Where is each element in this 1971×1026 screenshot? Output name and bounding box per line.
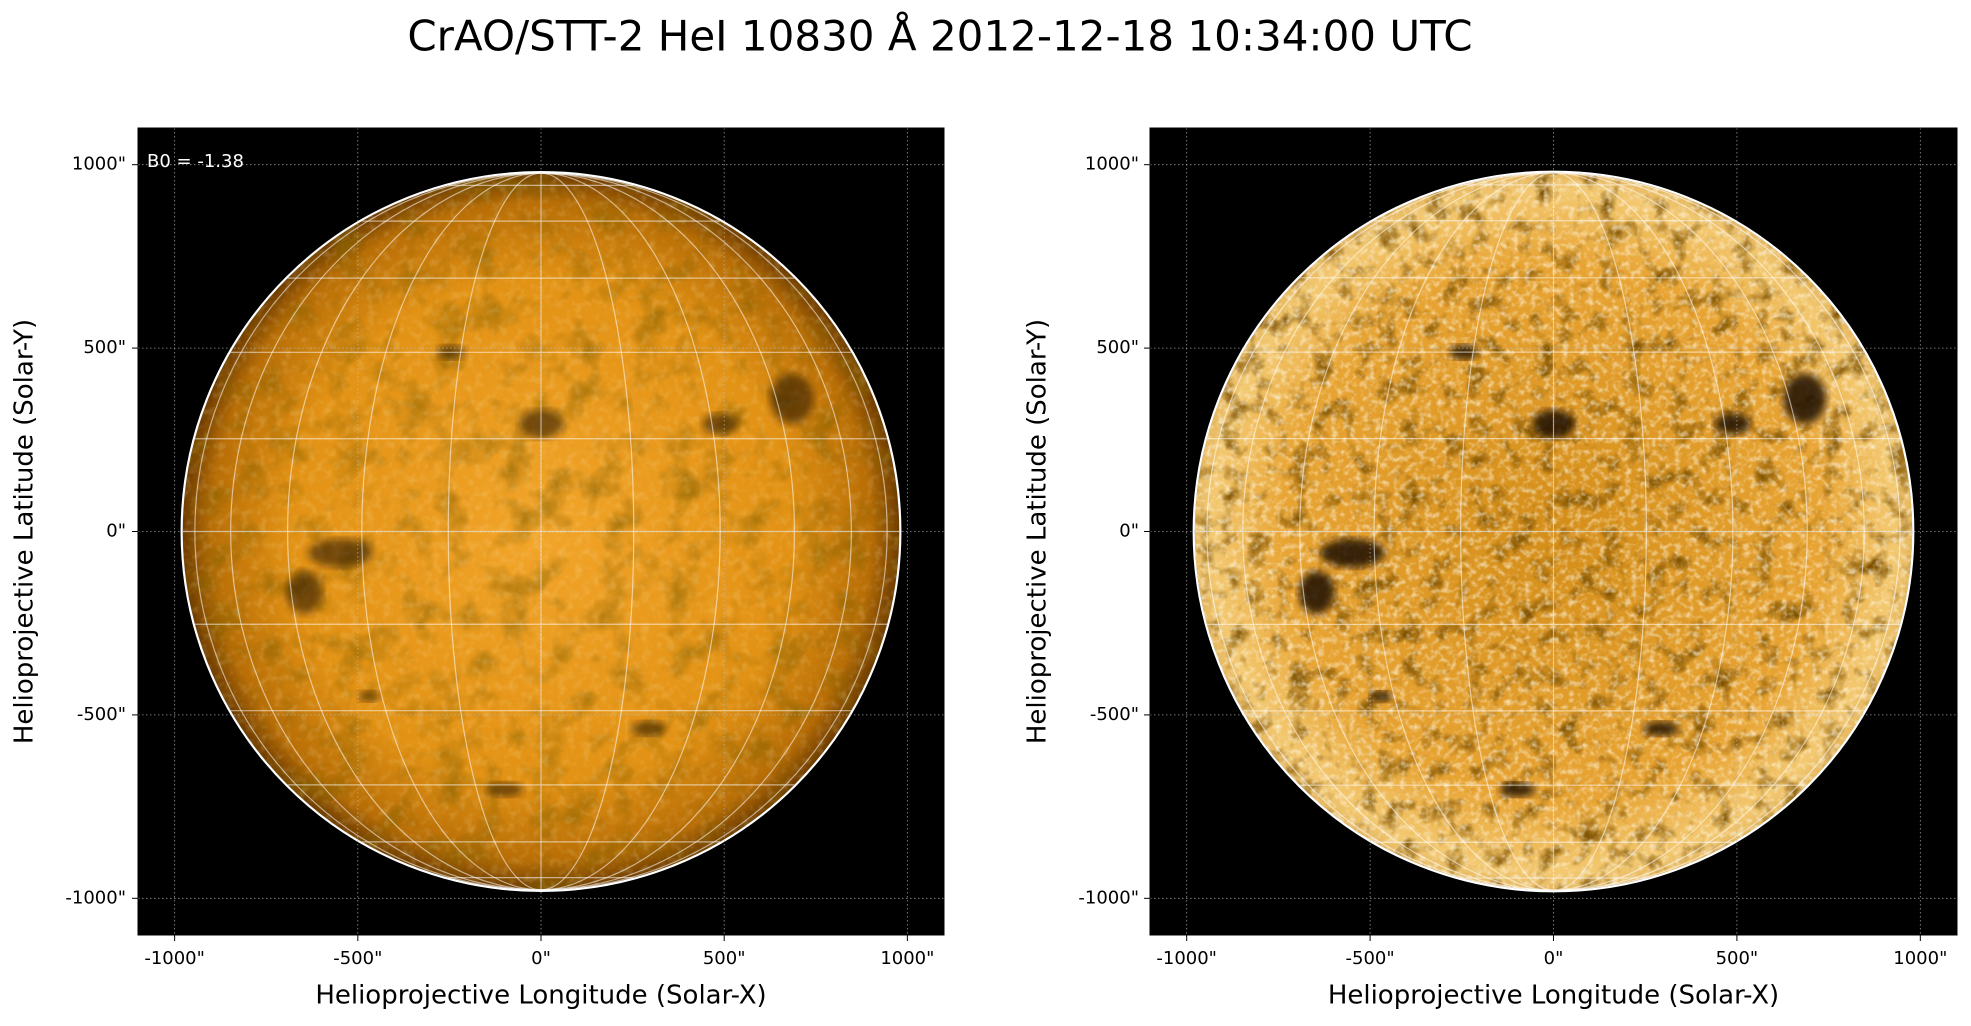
- y-axis-label: Helioprojective Latitude (Solar-Y): [1023, 319, 1053, 744]
- plot-frame: [1149, 127, 1958, 936]
- active-region: [702, 413, 739, 435]
- x-tick-label: -1000": [1156, 948, 1217, 969]
- active-region: [358, 690, 380, 702]
- active-region: [1320, 538, 1385, 568]
- active-region: [630, 721, 667, 736]
- x-tick-label: 1000": [880, 948, 934, 969]
- x-tick-label: -500": [333, 948, 382, 969]
- x-tick-label: 500": [703, 948, 746, 969]
- figure-title: CrAO/STT-2 HeI 10830 Å 2012-12-18 10:34:…: [407, 11, 1472, 61]
- y-tick-label: -1000": [1078, 887, 1139, 908]
- x-tick-label: 1000": [1893, 948, 1947, 969]
- active-region: [308, 538, 373, 568]
- x-tick-label: 500": [1716, 948, 1759, 969]
- active-region: [770, 373, 814, 424]
- annotation: B0 = -1.38: [147, 151, 244, 172]
- active-region: [1499, 782, 1536, 798]
- plot-frame: [137, 127, 945, 936]
- solar-limb: [1192, 170, 1915, 893]
- meridian: [540, 173, 635, 890]
- meridian: [1553, 172, 1901, 891]
- meridian: [1553, 172, 1734, 891]
- y-axis-label: Helioprojective Latitude (Solar-Y): [10, 319, 40, 744]
- x-tick-label: 0": [531, 948, 551, 969]
- y-tick-label: -1000": [65, 887, 126, 908]
- x-axis-label: Helioprojective Longitude (Solar-X): [1328, 981, 1779, 1011]
- x-tick-label: -1000": [144, 948, 205, 969]
- panel: -1000" -500" 0" 500" 1000" -1000" -500" 0" 500" 1…: [1023, 127, 1958, 1011]
- active-region: [1298, 570, 1335, 615]
- active-region: [487, 782, 524, 797]
- active-region: [1783, 373, 1827, 424]
- y-tick-label: 1000": [1085, 154, 1139, 175]
- panel: -1000" -500" 0" 500" 1000" -1000" -500" 0" 500" 1…: [10, 127, 945, 1011]
- active-region: [286, 570, 323, 614]
- y-tick-label: 500": [83, 337, 126, 358]
- y-tick-label: 0": [106, 521, 126, 542]
- y-tick-label: -500": [77, 704, 126, 725]
- y-tick-label: 500": [1096, 337, 1139, 358]
- x-tick-label: 0": [1544, 948, 1564, 969]
- meridian: [1553, 172, 1865, 891]
- y-tick-label: 0": [1119, 521, 1139, 542]
- y-tick-label: 1000": [72, 154, 126, 175]
- active-region: [1370, 691, 1393, 702]
- y-tick-label: -500": [1090, 704, 1139, 725]
- active-region: [1714, 413, 1751, 435]
- x-axis-label: Helioprojective Longitude (Solar-X): [315, 981, 766, 1011]
- active-region: [1643, 721, 1680, 737]
- meridian: [540, 173, 721, 890]
- x-tick-label: -500": [1346, 948, 1395, 969]
